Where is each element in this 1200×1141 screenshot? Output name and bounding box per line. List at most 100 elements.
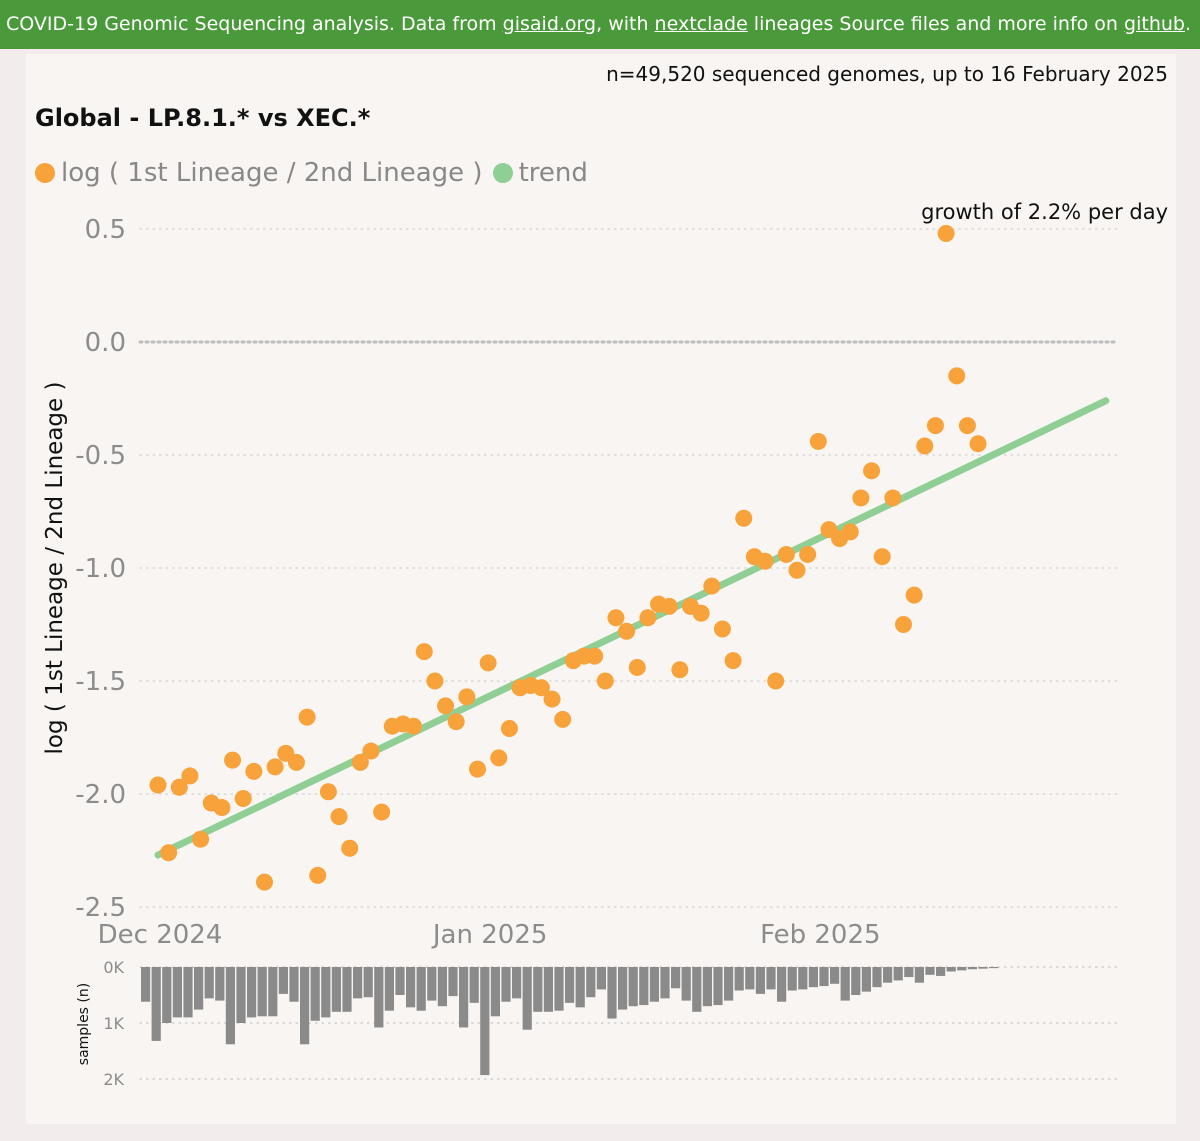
header-banner: COVID-19 Genomic Sequencing analysis. Da… [0,0,1200,49]
sample-bar [448,967,458,997]
sample-bar [904,967,914,978]
data-point [341,839,359,857]
data-point [618,622,636,640]
data-point [969,435,987,453]
data-point [639,609,657,627]
y-tick-label: 0.5 [85,215,126,245]
chart-title: Global - LP.8.1.* vs XEC.* [35,104,371,132]
sample-bar [649,967,659,1002]
gisaid-link[interactable]: gisaid.org [502,13,597,35]
bar-y-tick-label: 2K [103,1070,124,1089]
legend-item-log-ratio[interactable]: log ( 1st Lineage / 2nd Lineage ) [35,158,483,188]
data-point [351,753,369,771]
data-point [490,749,508,767]
data-point [373,803,391,821]
banner-text: lineages Source files and more info on [747,13,1125,35]
sample-bar [957,967,967,971]
sample-bar [363,967,373,998]
data-point [799,545,817,563]
sample-bar [204,967,214,999]
sample-bar [639,967,649,1006]
data-point [554,710,572,728]
banner-text: . [1184,13,1192,35]
chart-legend: log ( 1st Lineage / 2nd Lineage ) trend [35,158,598,188]
sample-bar [840,967,850,1001]
sample-bar [215,967,225,1001]
sample-bar [278,967,288,994]
data-point [181,767,199,785]
sample-bar [469,967,479,1003]
y-tick-label: -1.0 [75,554,126,584]
data-point [596,672,614,690]
y-tick-label: -1.5 [75,667,126,697]
sample-bar [416,967,426,1011]
sample-bar [522,967,532,1030]
data-point [777,545,795,563]
data-point [724,652,742,670]
sample-bar [501,967,511,1002]
data-point [256,873,273,891]
sample-bar [755,967,765,994]
data-point [213,799,231,817]
sample-bar [978,967,988,969]
sample-bar [225,967,235,1045]
sample-bar [342,967,352,1012]
sample-bar [257,967,267,1017]
data-point [479,654,497,672]
sample-bar [543,967,553,1012]
sample-bar [395,967,405,995]
sample-bar [141,967,151,1002]
sample-bar [194,967,204,1010]
data-point [937,225,955,243]
sample-bar [851,967,861,995]
data-point [905,586,923,604]
sample-bar [437,967,447,1007]
y-axis-title: log ( 1st Lineage / 2nd Lineage ) [42,382,68,755]
data-point [458,688,476,706]
chart-panel [26,54,1176,1124]
sample-bar [819,967,829,987]
sample-bar [787,967,797,991]
data-point [447,713,465,731]
nextclade-link[interactable]: nextclade [654,13,748,35]
data-point [170,778,188,796]
y-tick-label: -0.5 [75,441,126,471]
sample-bar [480,967,490,1076]
sample-bar [151,967,161,1041]
data-point [916,437,934,455]
bar-y-axis-title: samples (n) [76,983,92,1065]
sample-bar [628,967,638,1007]
sample-bar [384,967,394,1011]
data-point [703,577,721,595]
data-point [788,561,806,579]
sample-bar [893,967,903,981]
data-point [809,432,827,450]
data-point [671,661,689,679]
banner-text: COVID-19 Genomic Sequencing analysis. Da… [6,13,503,35]
data-point [319,783,337,801]
data-point [660,597,678,615]
sample-bar [268,967,278,1017]
sample-bar [925,967,935,975]
sample-bar [660,967,670,999]
data-point [309,866,327,884]
sample-bar [374,967,384,1028]
data-point [543,690,561,708]
data-point [767,672,785,690]
github-link[interactable]: github [1124,13,1185,35]
sample-bar [777,967,787,1002]
sample-bar [512,967,522,999]
x-tick-label: Feb 2025 [760,920,880,950]
growth-annotation: growth of 2.2% per day [921,200,1168,224]
legend-item-trend[interactable]: trend [492,158,588,188]
sample-bar [936,967,946,976]
sample-bar [406,967,416,1008]
sample-bar [967,967,977,970]
sample-bar [162,967,172,1023]
data-point [362,742,380,760]
sample-bar [883,967,893,983]
data-point [863,462,881,480]
data-point [298,708,316,726]
sample-bar [533,967,543,1012]
data-point [873,548,891,566]
